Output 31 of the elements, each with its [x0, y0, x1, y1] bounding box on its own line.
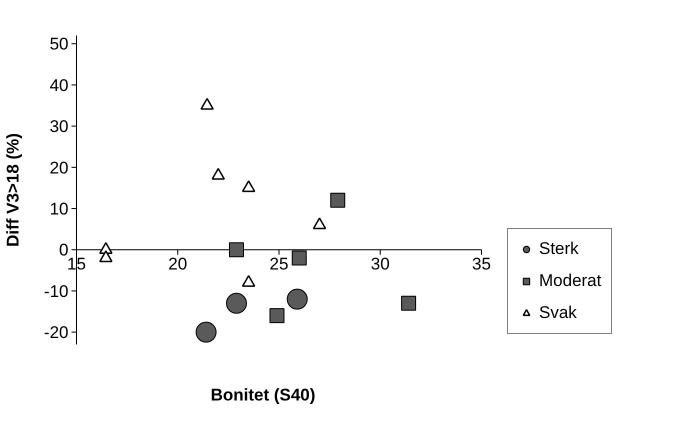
point [212, 168, 225, 180]
y-tick-label: 20 [50, 158, 69, 178]
y-tick-label: 50 [50, 34, 69, 54]
point [292, 250, 307, 266]
point [228, 242, 244, 258]
point [242, 180, 256, 192]
x-tick-label: 30 [370, 254, 390, 274]
y-axis-title: Diff V3>18 (%) [4, 133, 22, 247]
point [312, 217, 326, 230]
x-tick-label: 25 [270, 254, 288, 274]
point [330, 192, 346, 208]
point [196, 322, 217, 343]
x-tick-label: 20 [168, 254, 188, 274]
legend-label: Sterk [539, 239, 579, 259]
y-tick-label: 0 [59, 240, 69, 260]
point [200, 98, 214, 110]
y-tick-label: 10 [50, 200, 69, 219]
point [401, 296, 416, 311]
x-axis-title: Bonitet (S40) [210, 386, 316, 404]
legend-label: Moderat [539, 271, 602, 291]
point [99, 250, 113, 262]
y-tick-label: -20 [44, 323, 69, 342]
point [286, 288, 308, 310]
y-tick-label: 30 [50, 117, 69, 136]
point [269, 308, 284, 324]
legend-label: Svak [539, 303, 577, 323]
x-tick-label: 35 [472, 254, 491, 274]
y-tick-label: -10 [44, 282, 69, 301]
point [226, 292, 247, 314]
point [242, 275, 256, 287]
y-tick-label: 40 [50, 76, 69, 95]
